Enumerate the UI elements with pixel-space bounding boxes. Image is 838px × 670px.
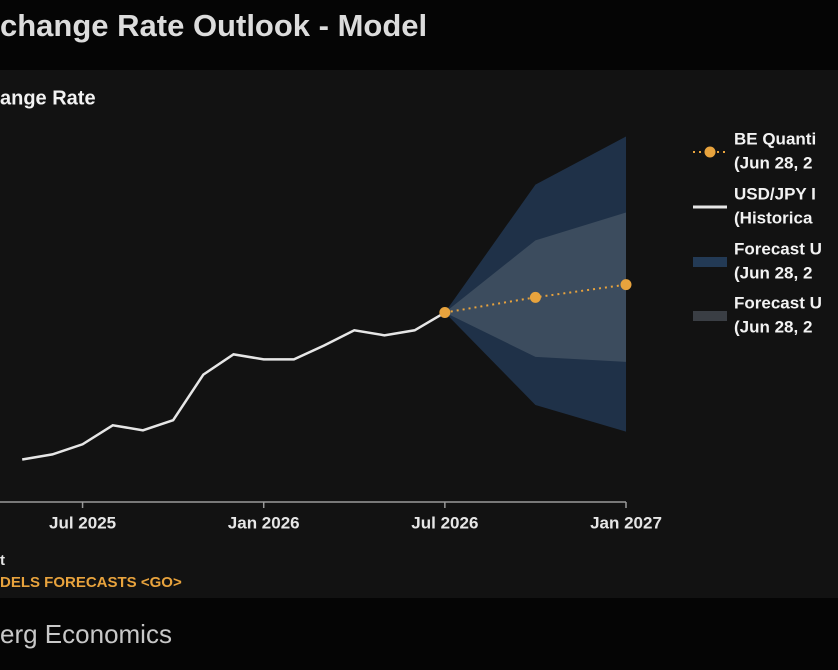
title-bar [0, 0, 838, 70]
x-tick-label: Jan 2027 [590, 513, 662, 532]
legend-label: USD/JPY I [734, 184, 816, 203]
history-line [21, 311, 446, 461]
source: erg Economics [0, 619, 172, 649]
forecast-point [439, 307, 451, 319]
legend-label: Forecast U [734, 239, 822, 258]
legend-note: (Historica [734, 208, 813, 227]
legend-note: (Jun 28, 2 [734, 317, 812, 336]
footnote: t [0, 552, 5, 569]
legend-swatch [693, 257, 727, 267]
subtitle: ange Rate [0, 87, 96, 109]
legend-swatch [704, 146, 716, 158]
forecast-point [620, 279, 632, 291]
function-link[interactable]: DELS FORECASTS <GO> [0, 574, 182, 591]
forecast-band [444, 212, 626, 362]
footer-bar [0, 598, 838, 670]
legend-note: (Jun 28, 2 [734, 153, 812, 172]
chart-title: change Rate Outlook - Model [0, 8, 427, 43]
legend-label: Forecast U [734, 293, 822, 312]
legend-swatch [693, 311, 727, 321]
plot-panel [0, 70, 838, 598]
legend-label: BE Quanti [734, 129, 816, 148]
x-tick-label: Jul 2025 [49, 513, 116, 532]
plot: Jul 2025 Jan 2026 Jul 2026 Jan 2027 BE Quant… [0, 129, 822, 532]
x-tick-label: Jul 2026 [411, 513, 478, 532]
x-tick-label: Jan 2026 [228, 513, 300, 532]
forecast-point [529, 291, 541, 303]
legend-note: (Jun 28, 2 [734, 263, 812, 282]
